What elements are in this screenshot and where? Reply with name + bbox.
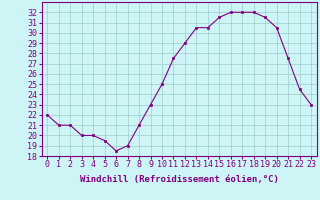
X-axis label: Windchill (Refroidissement éolien,°C): Windchill (Refroidissement éolien,°C): [80, 175, 279, 184]
